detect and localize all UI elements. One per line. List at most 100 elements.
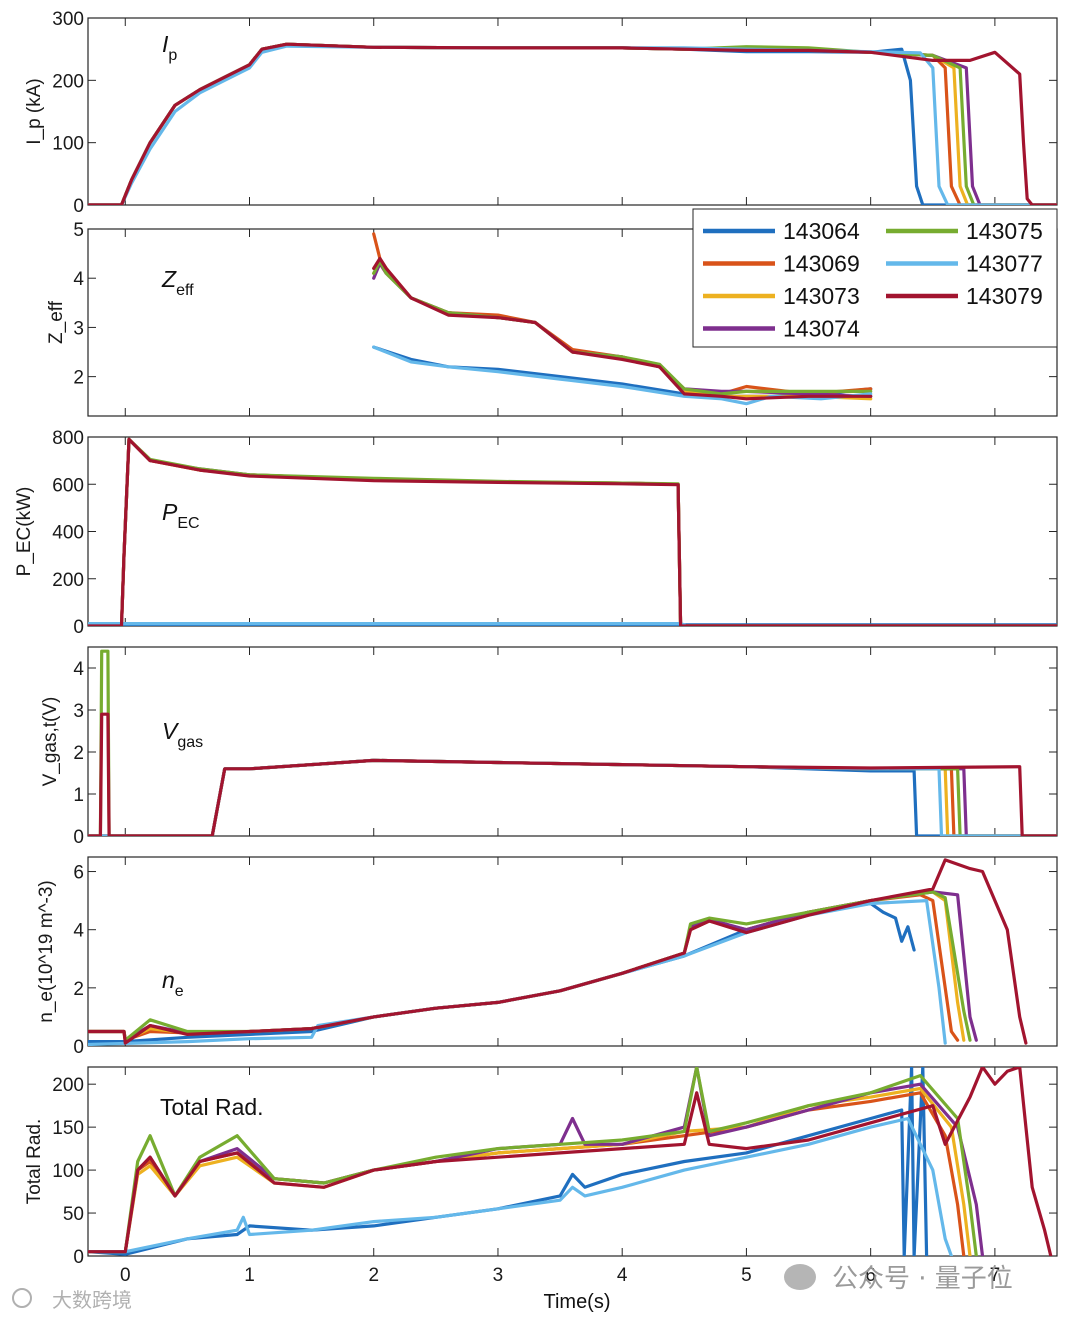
series-line-143064: [88, 758, 1057, 836]
legend-label-143074: 143074: [783, 316, 860, 342]
series-line-143075: [88, 1067, 978, 1256]
series-line-143075: [88, 649, 1057, 836]
series-line-143074: [88, 890, 978, 1042]
series-line-143079: [88, 42, 1057, 205]
y-tick-label: 4: [73, 921, 84, 942]
panel-label: Total Rad.: [160, 1094, 264, 1120]
series-line-143069: [88, 437, 1057, 626]
y-axis-label: P_EC(kW): [14, 487, 35, 577]
panel-label-sub: eff: [176, 282, 194, 299]
y-tick-label: 3: [73, 318, 84, 339]
legend-label-143064: 143064: [783, 218, 860, 244]
y-tick-label: 4: [73, 269, 84, 290]
panel-label: Ip: [162, 31, 177, 64]
series-group: [88, 858, 1028, 1046]
y-tick-label: 1: [73, 785, 84, 806]
panel-label-main: Z: [161, 266, 177, 292]
panel-zeff: 2 3 4 5 Z_eff Zeff: [46, 220, 1058, 417]
y-tick-label: 800: [52, 428, 84, 449]
panel-vgas: 0 1 2 3 4 V_gas,t(V) Vgas: [40, 646, 1058, 848]
watermark-right: 公众号 · 量子位: [784, 1264, 1013, 1294]
panel-label-main: I: [162, 31, 169, 57]
series-line-143075: [88, 437, 1057, 626]
y-axis-label: I_p (kA): [24, 78, 45, 145]
series-group: [88, 437, 1057, 626]
y-tick-label: 6: [73, 863, 84, 884]
panel-label: ne: [162, 967, 184, 1000]
y-tick-label: 2: [73, 743, 84, 764]
series-line-143064: [88, 1067, 929, 1256]
x-tick-label: 2: [368, 1265, 379, 1286]
y-axis-label: Z_eff: [46, 300, 67, 344]
panel-label: Zeff: [161, 266, 194, 299]
y-tick-label: 2: [73, 368, 84, 389]
y-axis-label: Total Rad.: [24, 1119, 45, 1205]
y-tick-label: 600: [52, 475, 84, 496]
panel-frame: [87, 17, 1058, 206]
legend-label-143069: 143069: [783, 251, 860, 277]
panel-label-sub: p: [168, 47, 177, 64]
y-tick-label: 5: [73, 220, 84, 241]
y-tick-label: 0: [73, 196, 84, 217]
y-tick-label: 0: [73, 1037, 84, 1058]
series-line-143064: [372, 345, 873, 398]
series-line-143079: [88, 437, 1057, 626]
panel-label-sub: EC: [177, 515, 199, 532]
panel-frame: [87, 856, 1058, 1047]
legend-label-143077: 143077: [966, 251, 1043, 277]
panel-label-main: P: [162, 499, 178, 525]
x-tick-label: 3: [493, 1265, 504, 1286]
y-tick-label: 100: [52, 1161, 84, 1182]
panel-frame: [87, 646, 1058, 837]
panel-frame: [87, 436, 1058, 627]
legend: 143064 143075 143069 143077 143073 143079 1430…: [692, 208, 1058, 348]
legend-label-143079: 143079: [966, 283, 1043, 309]
series-line-143077: [88, 621, 686, 626]
y-tick-label: 400: [52, 523, 84, 544]
y-tick-label: 200: [52, 1075, 84, 1096]
watermark-right-text: 公众号 · 量子位: [832, 1264, 1013, 1294]
series-line-143079: [88, 712, 1057, 836]
y-tick-label: 100: [52, 134, 84, 155]
series-group: [372, 232, 873, 406]
x-tick-label: 6: [865, 1265, 876, 1286]
wechat-icon: [784, 1264, 816, 1290]
y-tick-label: 0: [73, 827, 84, 848]
series-group: [88, 649, 1057, 836]
x-tick-label: 1: [244, 1265, 255, 1286]
y-tick-label: 0: [73, 617, 84, 638]
y-tick-label: 200: [52, 570, 84, 591]
y-axis-label: V_gas,t(V): [40, 697, 61, 787]
panel-label-main: Total Rad.: [160, 1094, 264, 1120]
panel-label-main: V: [162, 718, 180, 744]
series-line-143064: [88, 42, 1057, 205]
y-tick-label: 3: [73, 701, 84, 722]
y-tick-label: 2: [73, 979, 84, 1000]
x-tick-label: 7: [990, 1265, 1001, 1286]
y-tick-label: 4: [73, 659, 84, 680]
x-tick-label: 4: [617, 1265, 628, 1286]
panel-label-sub: e: [175, 983, 184, 1000]
x-tick-label: 5: [741, 1265, 752, 1286]
series-line-143077: [88, 898, 947, 1046]
y-tick-label: 300: [52, 9, 84, 30]
series-line-143073: [88, 1086, 972, 1256]
series-line-143074: [88, 437, 1057, 626]
y-tick-label: 200: [52, 71, 84, 92]
series-line-143069: [88, 893, 960, 1042]
series-line-143077: [88, 1116, 954, 1256]
y-axis-label: n_e(10^19 m^-3): [36, 880, 57, 1022]
watermark-left: 大数跨境: [12, 1288, 132, 1312]
series-line-143075: [88, 890, 972, 1042]
legend-label-143073: 143073: [783, 283, 860, 309]
panel-label-sub: gas: [177, 734, 203, 751]
series-line-143079: [88, 1067, 1053, 1256]
y-tick-label: 150: [52, 1118, 84, 1139]
panel-ne: 0 2 4 6 n_e(10^19 m^-3) ne: [36, 856, 1058, 1058]
y-tick-label: 50: [63, 1204, 84, 1225]
panel-label: Vgas: [162, 718, 203, 751]
x-tick-label: 0: [120, 1265, 131, 1286]
panel-frame: [87, 1066, 1058, 1257]
